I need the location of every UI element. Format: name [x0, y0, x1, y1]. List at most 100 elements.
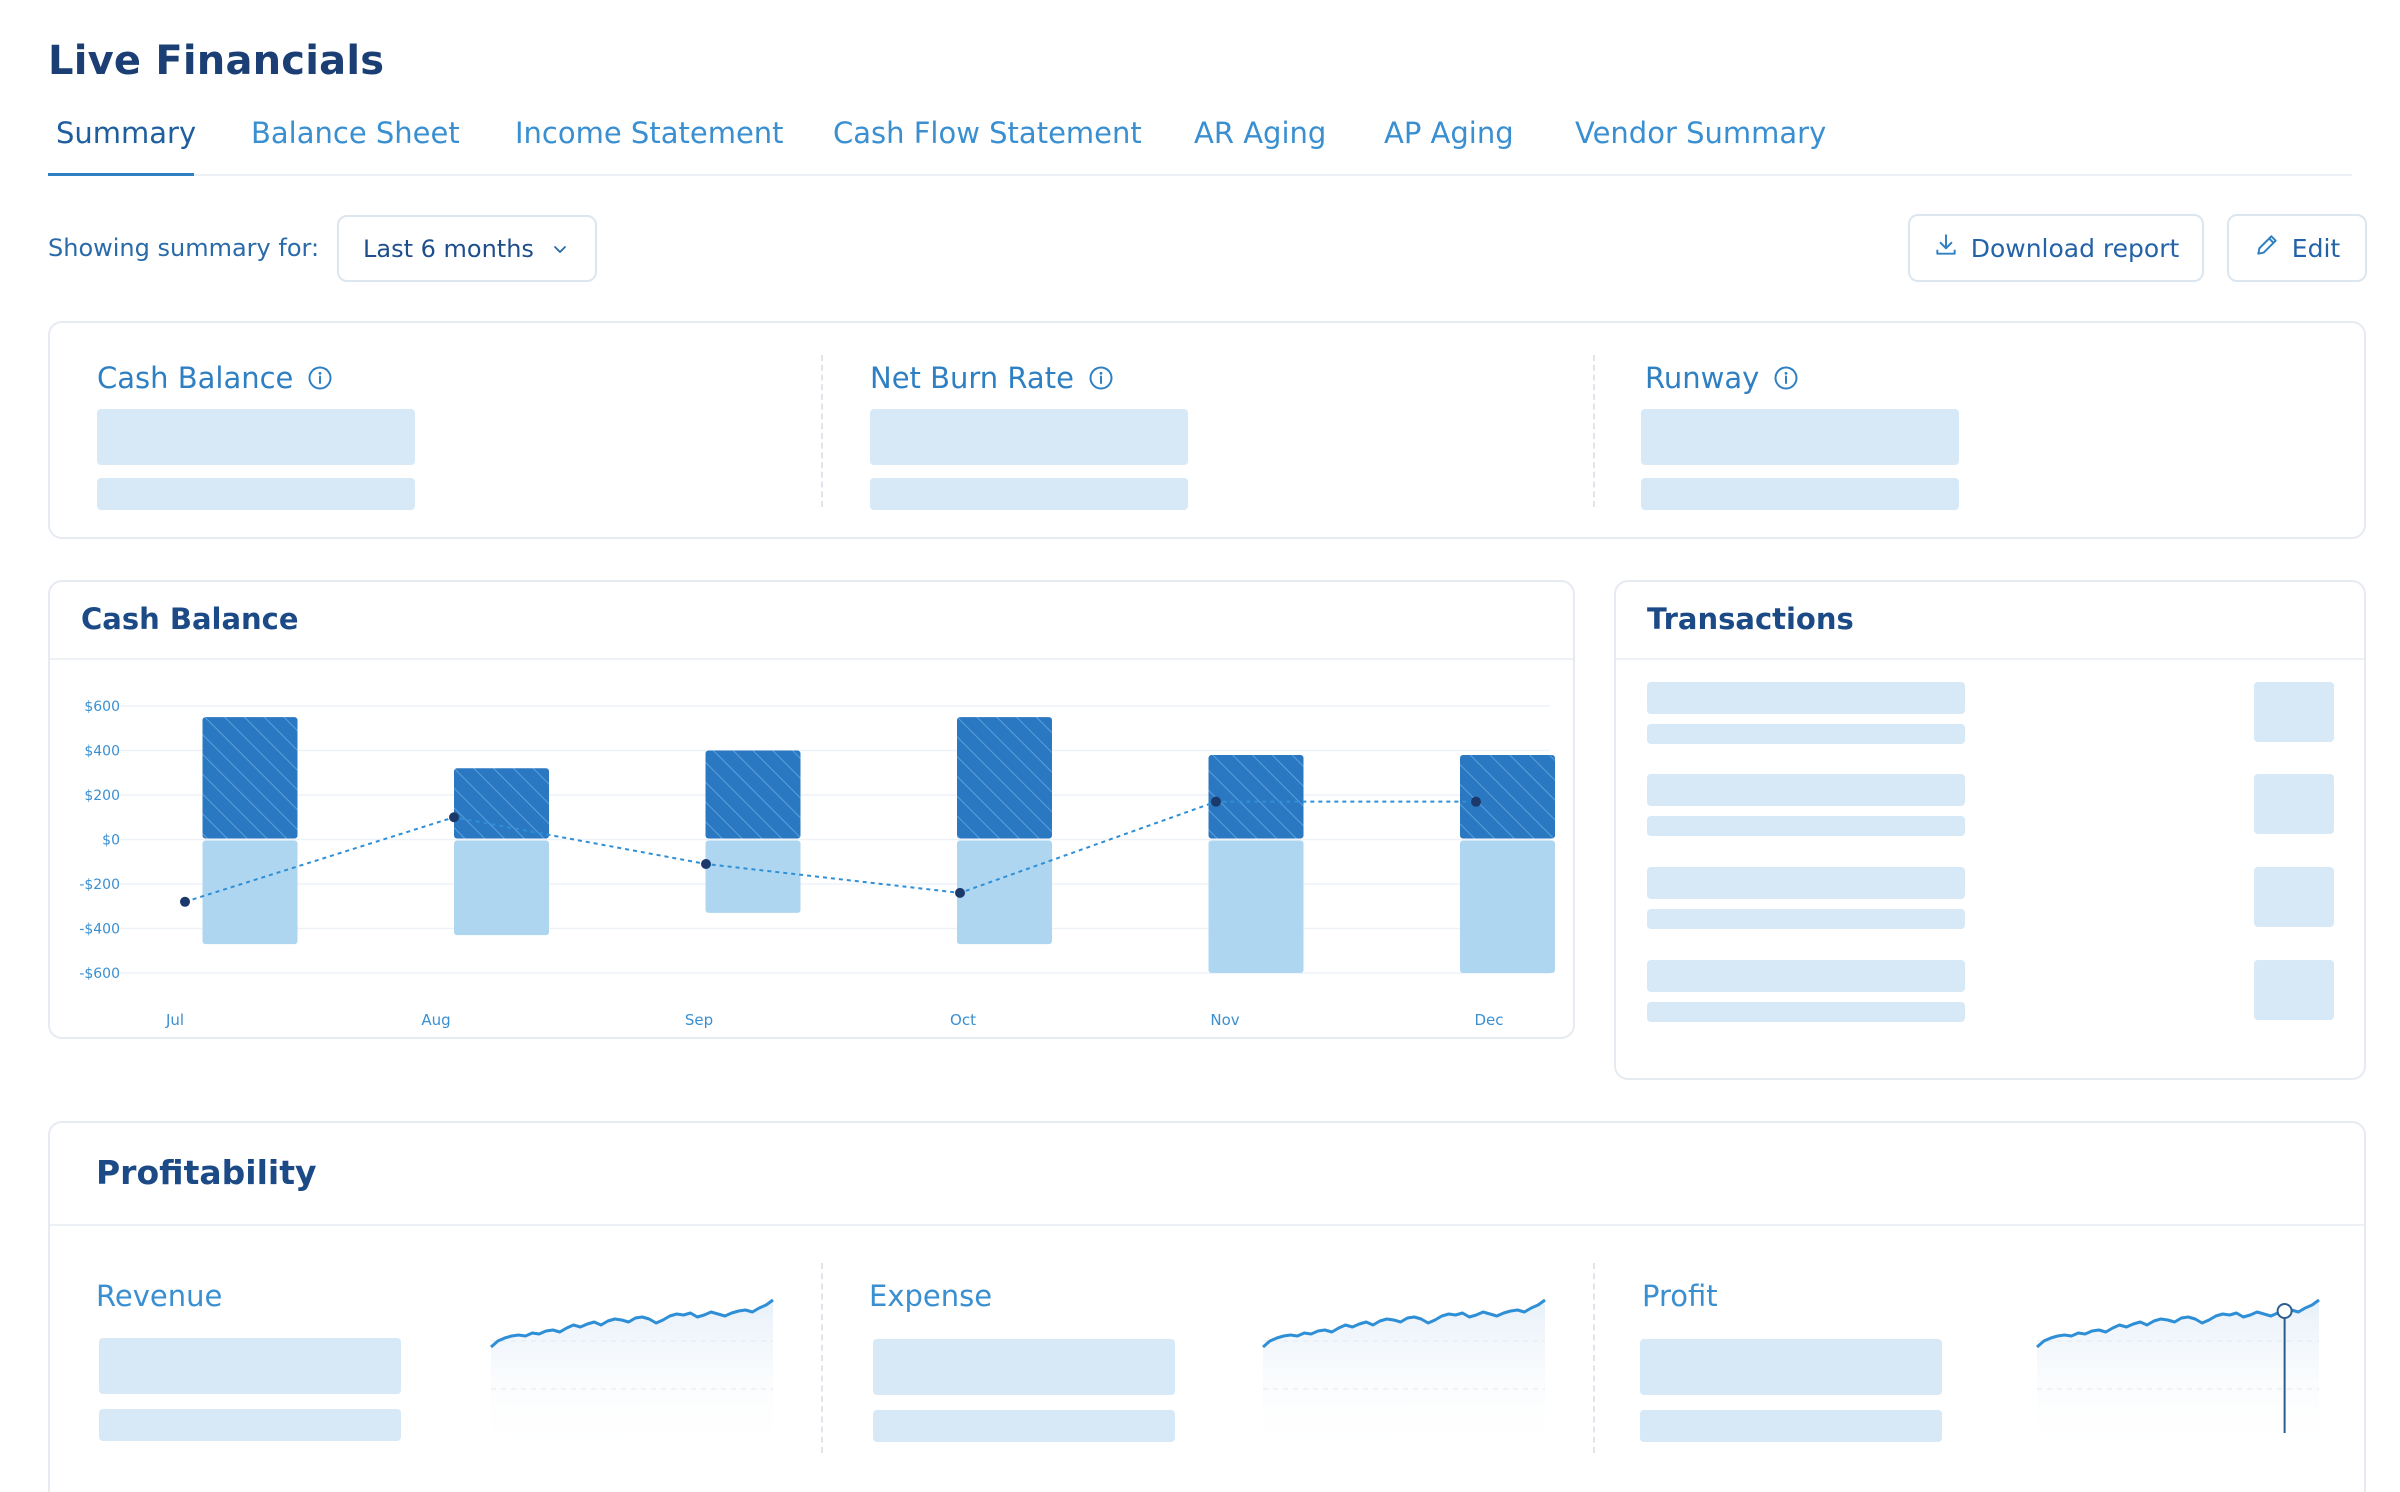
expense-sparkline — [1262, 1298, 1546, 1455]
skeleton-value — [97, 409, 415, 465]
bar-positive — [202, 717, 298, 839]
skeleton-tx-title — [1647, 682, 1965, 714]
x-tick-label: Dec — [1474, 1011, 1503, 1029]
info-icon[interactable] — [1773, 365, 1799, 391]
sparkline-area — [491, 1300, 773, 1455]
bar-positive — [1460, 754, 1555, 839]
skeleton-tx-sub — [1647, 816, 1965, 836]
card-title: Cash Balance — [81, 602, 299, 636]
y-tick-label: -$400 — [79, 922, 120, 938]
card-header: Transactions — [1616, 582, 2364, 660]
tab-ap-aging[interactable]: AP Aging — [1384, 116, 1514, 150]
card-header: Profitability — [50, 1123, 2364, 1226]
x-tick-label: Jul — [165, 1011, 184, 1029]
page-title: Live Financials — [48, 38, 385, 84]
skeleton-tx-title — [1647, 774, 1965, 806]
pencil-icon — [2254, 232, 2292, 264]
bar-negative — [454, 840, 549, 936]
balance-point — [180, 896, 190, 907]
revenue-sparkline — [490, 1298, 774, 1455]
card-title: Transactions — [1647, 602, 1854, 636]
kpi-runway: Runway — [1641, 323, 2341, 537]
balance-point — [449, 812, 459, 823]
cash-balance-chart-card: Cash Balance $600 $400 $200 $0 -$200 -$400 -$6… — [48, 580, 1575, 1039]
x-tick-label: Sep — [685, 1011, 713, 1029]
kpi-divider — [821, 355, 823, 507]
sparkline-marker — [2276, 1303, 2293, 1319]
filter-label: Showing summary for: — [48, 234, 320, 262]
edit-button[interactable]: Edit — [2227, 214, 2367, 282]
info-icon[interactable] — [1088, 365, 1114, 391]
bar-negative — [202, 840, 298, 945]
skeleton-tx-amount — [2254, 960, 2334, 1020]
bar-negative — [705, 840, 801, 913]
skeleton-subvalue — [870, 478, 1188, 510]
y-tick-label: -$200 — [79, 877, 120, 893]
profitability-card: Profitability Revenue Expense Profit — [48, 1121, 2366, 1492]
download-report-button[interactable]: Download report — [1908, 214, 2204, 282]
tab-cash-flow-statement[interactable]: Cash Flow Statement — [833, 116, 1142, 150]
skeleton-subvalue — [1641, 478, 1959, 510]
balance-trend-line — [184, 800, 1476, 903]
skeleton-value — [870, 409, 1188, 465]
period-select[interactable]: Last 6 months — [337, 215, 597, 282]
y-tick-label: -$600 — [79, 966, 120, 982]
kpi-divider — [1593, 355, 1595, 507]
cash-balance-chart: $600 $400 $200 $0 -$200 -$400 -$600 Jul Aug Sep Oc… — [79, 699, 1555, 1029]
balance-point — [701, 858, 711, 869]
bar-negative — [1460, 840, 1555, 973]
x-tick-label: Nov — [1210, 1011, 1239, 1029]
skeleton-value — [1640, 1339, 1942, 1395]
sparkline-area — [1263, 1300, 1545, 1455]
active-tab-indicator — [48, 173, 194, 176]
metric-label-revenue: Revenue — [96, 1279, 223, 1313]
skeleton-value — [873, 1339, 1175, 1395]
metric-divider — [821, 1263, 823, 1453]
bar-negative — [957, 840, 1052, 945]
bar-positive — [705, 750, 801, 839]
sparkline-line — [2036, 1298, 2320, 1349]
profit-sparkline — [2036, 1298, 2320, 1455]
transactions-card: Transactions — [1614, 580, 2366, 1080]
sparkline-line — [1262, 1298, 1546, 1349]
card-header: Cash Balance — [50, 582, 1573, 660]
skeleton-tx-sub — [1647, 724, 1965, 744]
skeleton-subvalue — [873, 1410, 1175, 1442]
metric-label-expense: Expense — [869, 1279, 993, 1313]
tab-income-statement[interactable]: Income Statement — [515, 116, 784, 150]
y-tick-label: $400 — [84, 744, 120, 760]
balance-point — [1471, 796, 1481, 807]
kpi-title: Net Burn Rate — [870, 361, 1074, 395]
kpi-card: Cash Balance Net Burn Rate Runway — [48, 321, 2366, 539]
kpi-cash-balance: Cash Balance — [97, 323, 817, 537]
metric-label-profit: Profit — [1642, 1279, 1718, 1313]
x-tick-label: Aug — [421, 1011, 450, 1029]
tab-balance-sheet[interactable]: Balance Sheet — [251, 116, 460, 150]
y-tick-label: $200 — [84, 788, 120, 804]
skeleton-tx-sub — [1647, 1002, 1965, 1022]
skeleton-tx-sub — [1647, 909, 1965, 929]
skeleton-tx-amount — [2254, 774, 2334, 834]
bar-positive — [1208, 754, 1304, 839]
card-title: Profitability — [96, 1153, 317, 1192]
bar-positive — [454, 768, 549, 839]
skeleton-subvalue — [1640, 1410, 1942, 1442]
skeleton-value — [99, 1338, 401, 1394]
balance-point — [1211, 796, 1221, 807]
edit-label: Edit — [2291, 233, 2341, 263]
y-tick-label: $0 — [102, 833, 120, 849]
sparkline-area — [2037, 1300, 2319, 1455]
sparkline-line — [490, 1298, 774, 1349]
skeleton-subvalue — [99, 1409, 401, 1441]
skeleton-tx-title — [1647, 960, 1965, 992]
download-icon — [1933, 232, 1971, 264]
y-tick-label: $600 — [84, 699, 120, 715]
bar-negative — [1208, 840, 1304, 973]
tab-summary[interactable]: Summary — [56, 116, 197, 150]
tab-vendor-summary[interactable]: Vendor Summary — [1575, 116, 1827, 150]
balance-point — [955, 887, 965, 898]
skeleton-tx-amount — [2254, 682, 2334, 742]
period-select-value: Last 6 months — [363, 234, 534, 263]
tab-ar-aging[interactable]: AR Aging — [1194, 116, 1327, 150]
info-icon[interactable] — [307, 365, 333, 391]
